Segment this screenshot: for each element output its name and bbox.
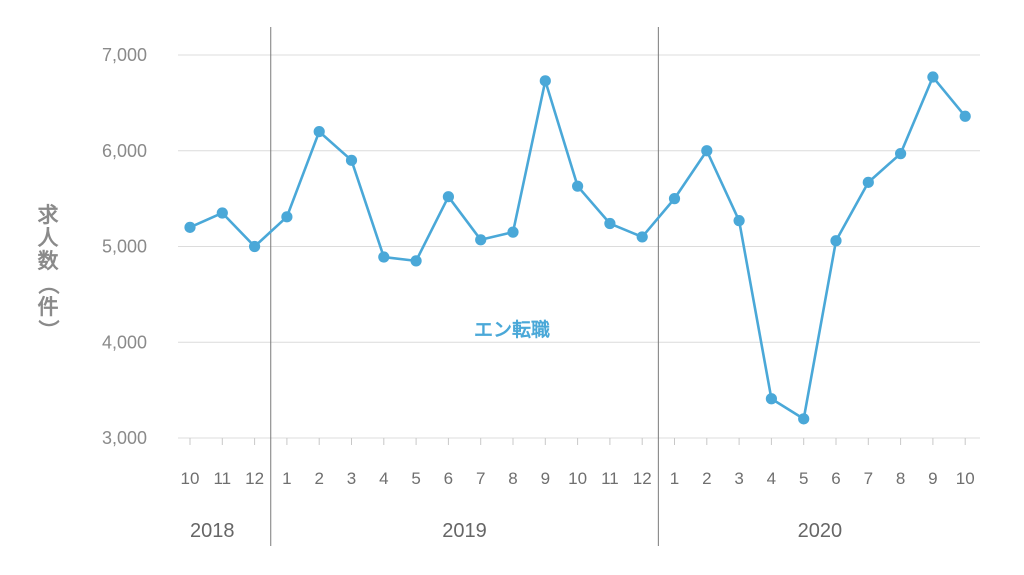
y-axis-label: 求人数（件） — [36, 203, 60, 341]
data-point — [539, 75, 551, 87]
series-label: エン転職 — [474, 318, 550, 341]
x-tick-label: 2 — [702, 469, 711, 488]
y-axis-label-char: 求 — [38, 203, 59, 227]
y-tick-label: 7,000 — [102, 45, 147, 65]
x-tick-label: 2 — [314, 469, 323, 488]
x-tick-label: 12 — [633, 469, 652, 488]
x-tick-label: 10 — [181, 469, 200, 488]
data-point — [798, 413, 810, 425]
data-point — [668, 193, 681, 205]
x-tick-label: 6 — [831, 469, 840, 488]
data-point — [959, 110, 971, 122]
data-point — [313, 126, 325, 138]
x-tick-label: 7 — [864, 469, 873, 488]
x-tick-label: 9 — [541, 469, 550, 488]
y-tick-label: 3,000 — [102, 428, 147, 448]
data-point — [184, 221, 196, 233]
year-dividers — [270, 27, 659, 546]
data-point — [378, 251, 390, 263]
series-line — [189, 75, 967, 421]
data-point — [249, 240, 261, 253]
data-point — [733, 215, 745, 227]
x-tick-label: 5 — [799, 469, 808, 488]
y-axis-ticks: 3,000 4,000 5,000 6,000 7,000 — [102, 45, 147, 448]
data-point — [830, 235, 842, 247]
data-point — [701, 145, 713, 157]
x-tick-label: 1 — [282, 469, 291, 488]
y-axis-label-char: （ — [36, 274, 60, 295]
year-labels: 2018 2019 2020 — [190, 520, 842, 542]
data-point — [442, 191, 454, 203]
y-tick-label: 4,000 — [102, 332, 147, 352]
x-tick-label: 1 — [670, 469, 679, 488]
grid-lines — [178, 54, 980, 439]
y-axis-label-char: 件 — [38, 295, 59, 319]
x-tick-label: 11 — [213, 469, 231, 488]
data-point — [475, 234, 487, 246]
x-tick-label: 3 — [347, 469, 356, 488]
x-tick-label: 5 — [411, 469, 420, 488]
y-axis-label-char: ） — [36, 320, 60, 341]
x-tick-label: 8 — [508, 469, 517, 488]
data-point — [604, 217, 616, 230]
x-tick-label: 6 — [444, 469, 453, 488]
year-label: 2020 — [798, 520, 843, 542]
data-point — [927, 71, 939, 83]
data-point — [895, 148, 907, 160]
y-tick-label: 6,000 — [102, 141, 147, 161]
data-point — [410, 255, 422, 267]
x-tick-label: 4 — [767, 469, 776, 488]
x-tick-label: 3 — [734, 469, 743, 488]
x-axis-ticks: 10 11 12 1 2 3 4 5 6 7 8 9 10 11 12 1 2 3 4 5 6 7 8 9 10 — [181, 438, 975, 488]
data-point — [216, 207, 228, 219]
data-point — [281, 211, 293, 223]
y-tick-label: 5,000 — [102, 237, 147, 257]
data-point — [765, 393, 778, 405]
x-tick-label: 8 — [896, 469, 905, 488]
x-tick-label: 10 — [956, 469, 975, 488]
data-point — [862, 176, 874, 188]
x-tick-label: 4 — [379, 469, 388, 488]
x-tick-label: 12 — [245, 469, 264, 488]
x-tick-label: 7 — [476, 469, 485, 488]
series — [184, 71, 971, 425]
data-point — [345, 154, 358, 166]
data-point — [636, 231, 648, 243]
year-label: 2019 — [442, 520, 487, 542]
x-tick-label: 10 — [568, 469, 587, 488]
year-label: 2018 — [190, 520, 235, 542]
data-point — [572, 180, 584, 192]
y-axis-label-char: 数 — [38, 249, 60, 273]
x-tick-label: 9 — [928, 469, 937, 488]
data-point — [507, 226, 519, 238]
y-axis-label-char: 人 — [38, 226, 59, 250]
x-tick-label: 11 — [601, 469, 619, 488]
